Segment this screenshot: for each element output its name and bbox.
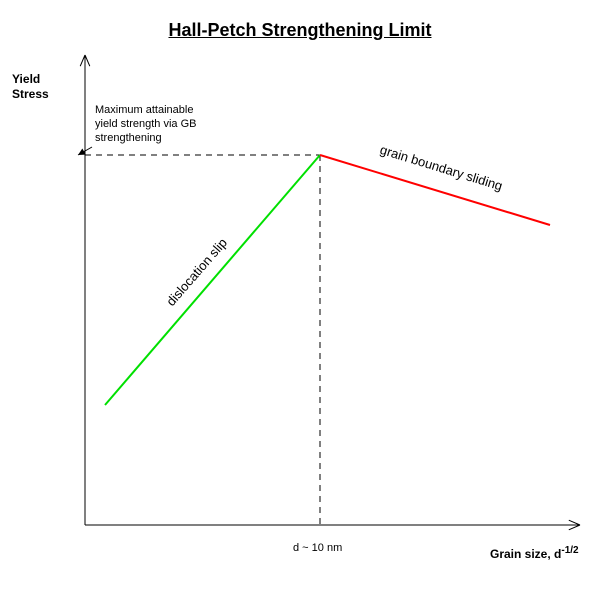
line-labels: dislocation slipgrain boundary sliding [163, 142, 504, 309]
chart-svg: dislocation slipgrain boundary sliding [0, 0, 600, 600]
data-lines [105, 155, 550, 405]
green-line [105, 155, 320, 405]
chart-canvas: Hall-Petch Strengthening Limit Yield Str… [0, 0, 600, 600]
guide-lines [85, 155, 320, 525]
axes [80, 55, 580, 530]
red-line-label: grain boundary sliding [378, 142, 504, 194]
